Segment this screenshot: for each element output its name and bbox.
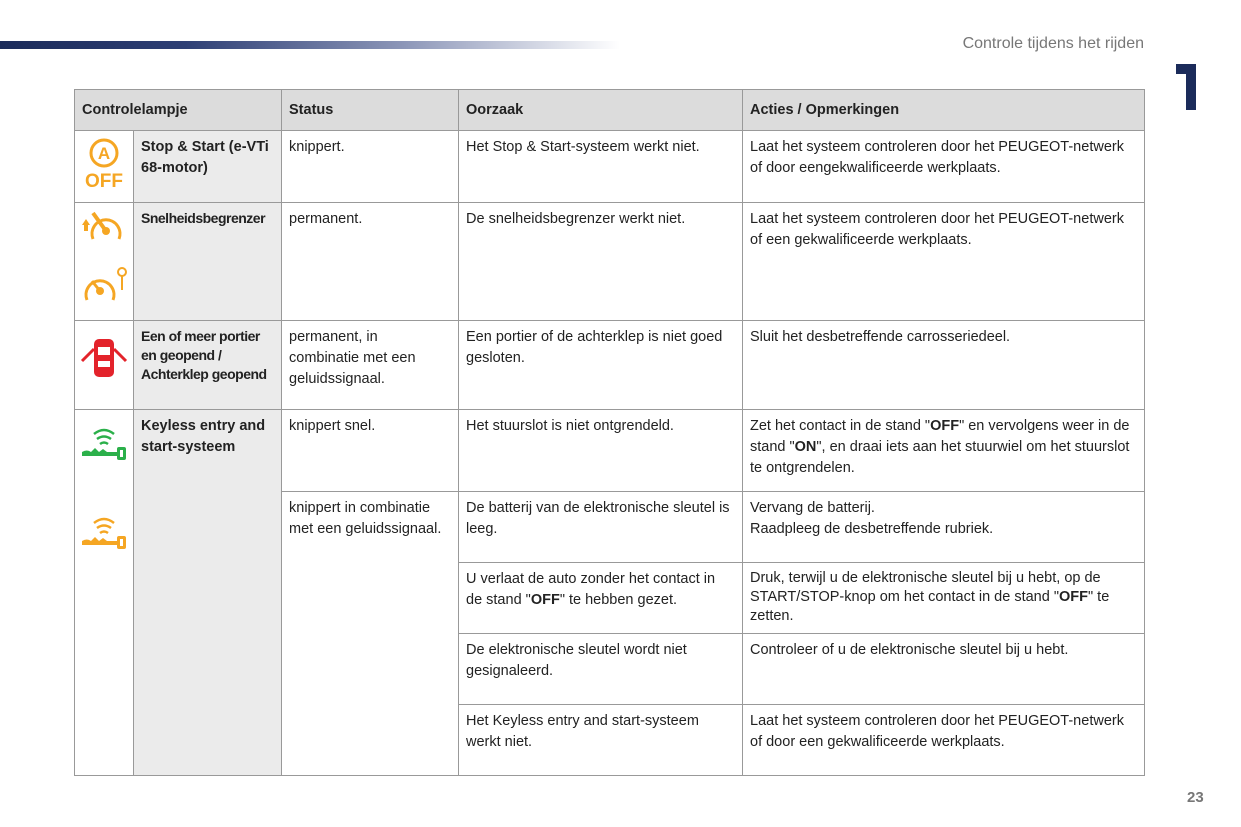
cause-cell: De batterij van de elektronische sleutel… [458, 491, 743, 563]
svg-text:A: A [98, 144, 110, 163]
action-cell: Druk, terwijl u de elektronische sleutel… [742, 562, 1145, 634]
cause-cell: Het stuurslot is niet ontgrendeld. [458, 409, 743, 492]
action-cell: Laat het systeem controleren door het PE… [742, 202, 1145, 321]
speed-limiter-icon [82, 211, 122, 240]
on-label: ON [794, 439, 817, 455]
status-cell: permanent, in combinatie met een geluids… [281, 320, 459, 410]
chapter-number-1 [1176, 64, 1196, 110]
lamp-name: Stop & Start (e-VTi 68-motor) [133, 130, 282, 203]
action-text: Vervang de batterij. [750, 500, 875, 516]
action-text: ", en draai iets aan het stuurwiel om he… [750, 439, 1130, 476]
action-text: " te zetten. [750, 589, 1110, 624]
table-row: Keyless entry and start-systeem knippert… [74, 409, 1145, 776]
cause-text: U verlaat de auto zonder het contact in … [466, 571, 716, 608]
table-row: A OFF Stop & Start (e-VTi 68-motor) knipp… [74, 130, 1145, 203]
action-cell: Vervang de batterij. Raadpleeg de desbetr… [742, 491, 1145, 563]
col-header-cause: Oorzaak [458, 89, 743, 131]
warning-lights-table: Controlelampje Status Oorzaak Acties / O… [74, 89, 1145, 776]
action-cell: Laat het systeem controleren door het PE… [742, 130, 1145, 203]
table-header-row: Controlelampje Status Oorzaak Acties / O… [74, 89, 1145, 131]
cause-cell: U verlaat de auto zonder het contact in … [458, 562, 743, 634]
keyless-green-icon [82, 428, 126, 460]
action-text: Raadpleeg de desbetreffende rubriek. [750, 521, 994, 537]
lamp-name: Snelheidsbegrenzer [133, 202, 282, 321]
action-cell: Sluit het desbetreffende carrosseriedeel… [742, 320, 1145, 410]
page-number: 23 [1187, 789, 1204, 806]
action-cell: Zet het contact in de stand "OFF" en ver… [742, 409, 1145, 492]
keyless-orange-icon [82, 517, 126, 549]
col-header-status: Status [281, 89, 459, 131]
cause-text: " te hebben gezet. [559, 592, 678, 608]
cause-cell: Een portier of de achterklep is niet goe… [458, 320, 743, 410]
action-text: Druk, terwijl u de elektronische sleutel… [750, 570, 1101, 605]
status-cell: knippert snel. [281, 409, 459, 492]
header-decor-bar [0, 41, 620, 49]
off-label: OFF [1059, 589, 1088, 605]
door-open-icon [74, 320, 134, 410]
cause-cell: Het Keyless entry and start-systeem werk… [458, 704, 743, 776]
lamp-name: Een of meer portier en geopend / Achterk… [133, 320, 282, 410]
action-cell: Laat het systeem controleren door het PE… [742, 704, 1145, 776]
action-text: " en vervolgens weer in de stand " [750, 418, 1130, 455]
table-row: Het Keyless entry and start-systeem werk… [75, 704, 1145, 776]
table-row: knippert in combinatie met een geluidssi… [75, 491, 1145, 776]
speed-limiter-key-icon [84, 267, 127, 301]
cause-cell: De elektronische sleutel wordt niet gesi… [458, 633, 743, 705]
section-title: Controle tijdens het rijden [962, 35, 1144, 52]
table-row: De elektronische sleutel wordt niet gesi… [75, 633, 1145, 705]
svg-text:OFF: OFF [85, 171, 123, 191]
action-text: Zet het contact in de stand " [750, 418, 931, 434]
table-row: U verlaat de auto zonder het contact in … [75, 562, 1145, 634]
table-row: Een of meer portier en geopend / Achterk… [74, 320, 1145, 410]
stop-start-off-icon: A OFF [74, 130, 134, 203]
table-row: Snelheidsbegrenzer permanent. De snelhei… [74, 202, 1145, 321]
status-cell: knippert in combinatie met een geluidssi… [281, 491, 459, 776]
lamp-name: Keyless entry and start-systeem [133, 409, 282, 776]
status-cell: knippert. [281, 130, 459, 203]
off-label: OFF [930, 418, 960, 434]
status-cell: permanent. [281, 202, 459, 321]
off-label: OFF [530, 592, 560, 608]
action-cell: Controleer of u de elektronische sleutel… [742, 633, 1145, 705]
col-header-lamp: Controlelampje [74, 89, 282, 131]
cause-cell: Het Stop & Start-systeem werkt niet. [458, 130, 743, 203]
col-header-action: Acties / Opmerkingen [742, 89, 1145, 131]
cause-cell: De snelheidsbegrenzer werkt niet. [458, 202, 743, 321]
